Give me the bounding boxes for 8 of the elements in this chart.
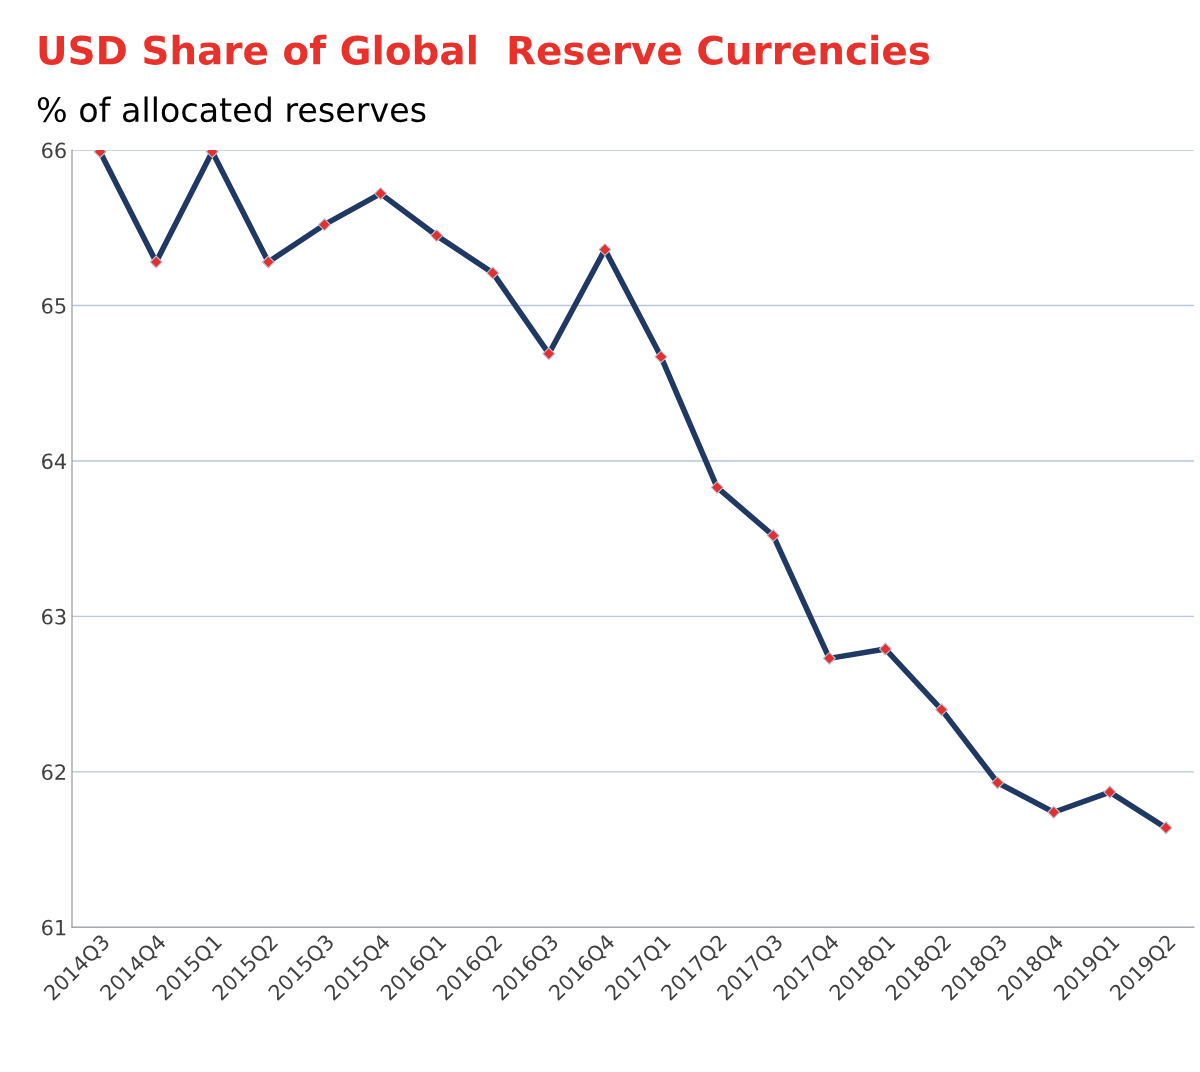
chart-subtitle: % of allocated reserves <box>37 96 426 123</box>
y-tick-label: 61 <box>42 919 66 936</box>
chart-title: USD Share of Global Reserve Currencies <box>39 34 930 65</box>
y-tick-label: 63 <box>42 608 66 625</box>
y-tick-label: 66 <box>42 142 66 159</box>
y-tick-label: 62 <box>42 764 66 781</box>
y-tick-label: 64 <box>42 453 66 470</box>
y-tick-label: 65 <box>42 297 66 314</box>
